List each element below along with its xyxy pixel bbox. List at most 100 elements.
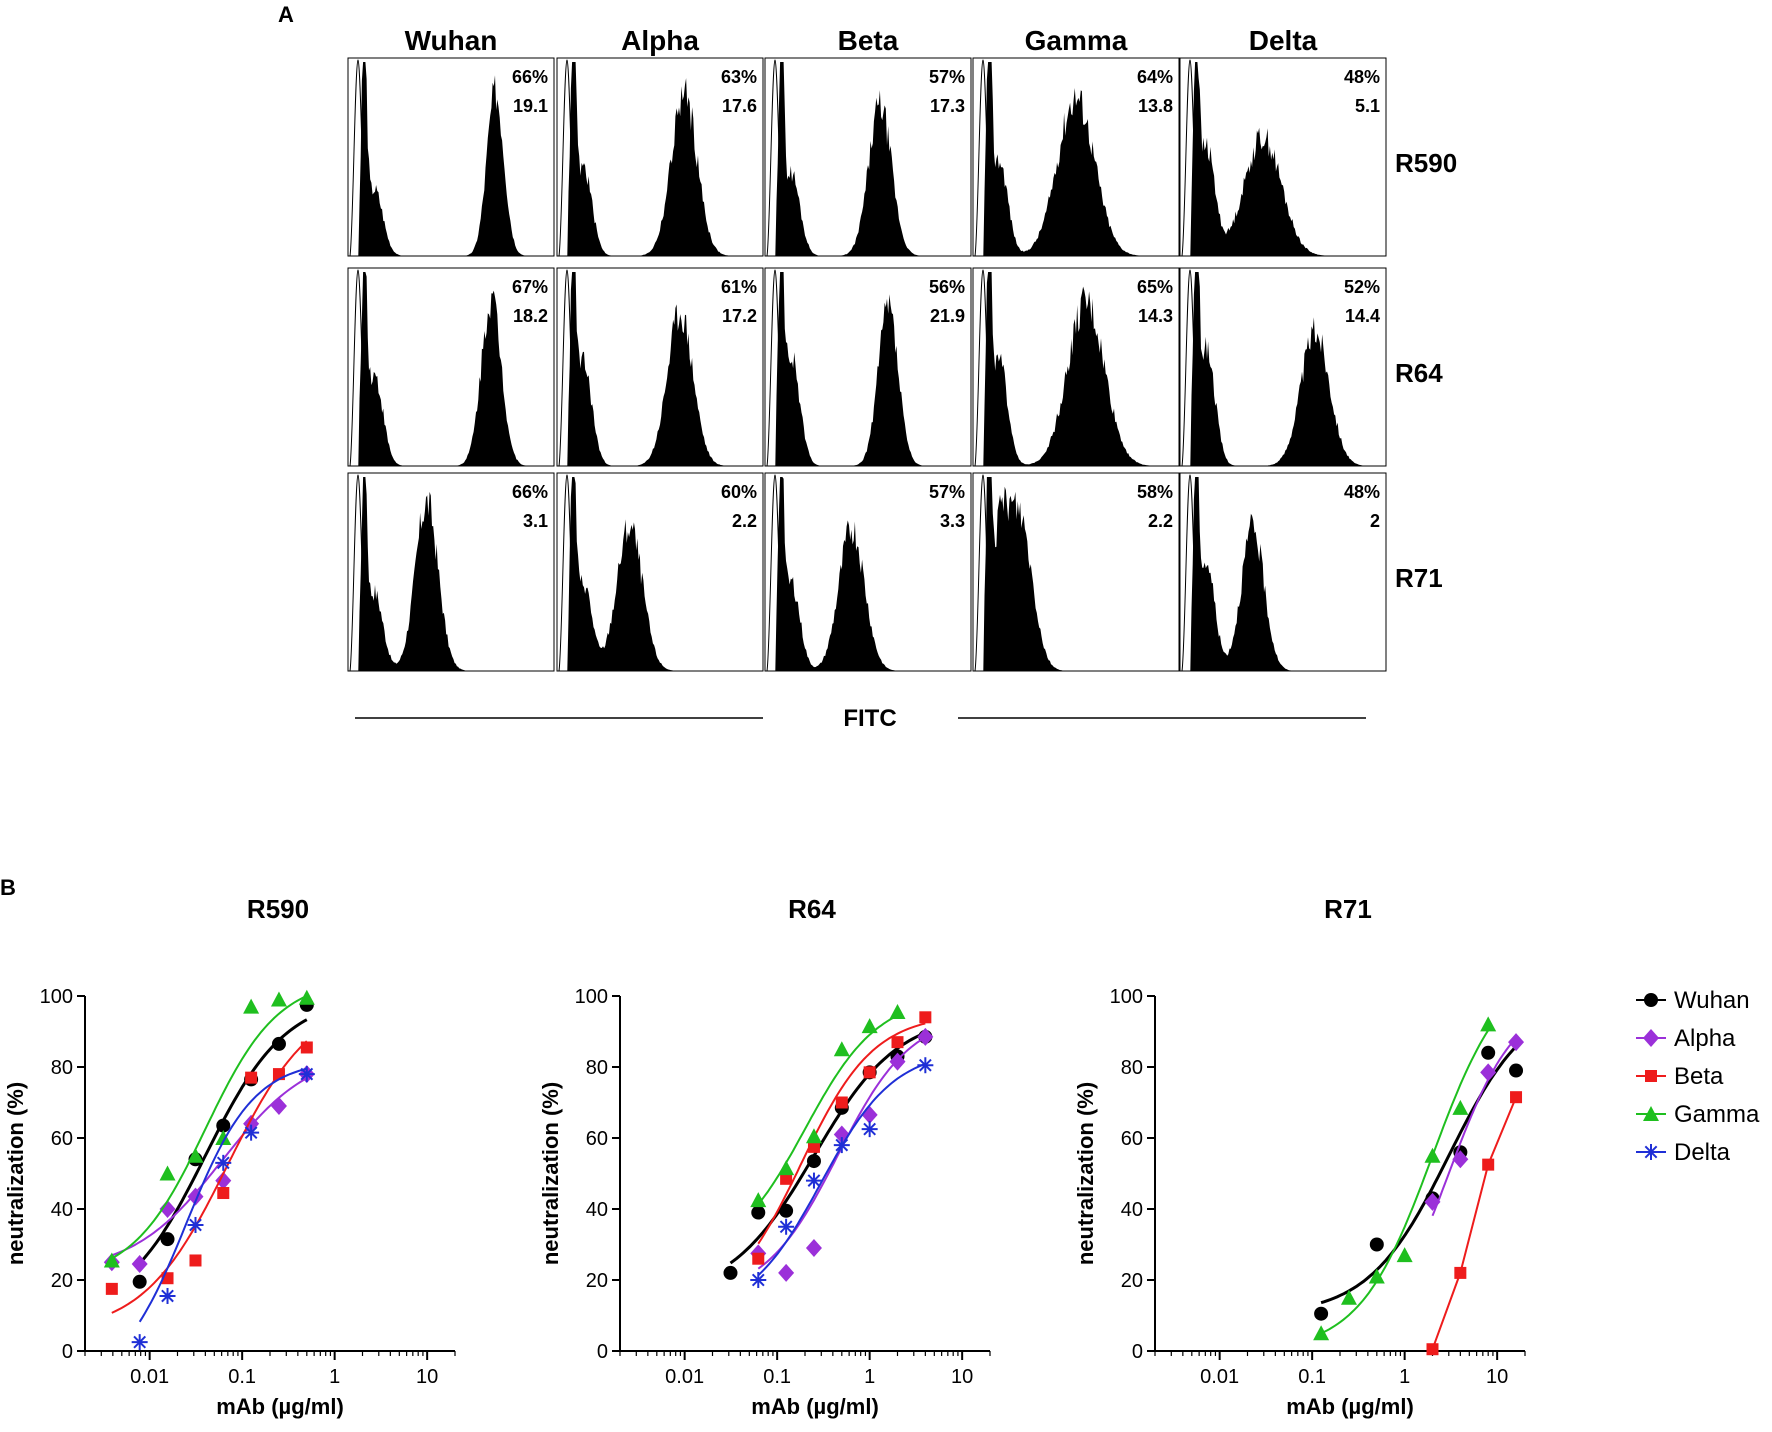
data-point-gamma: [861, 1018, 878, 1034]
histogram-fill: [1182, 272, 1384, 466]
data-point-beta: [1645, 1070, 1657, 1082]
y-tick-label: 60: [1121, 1128, 1143, 1150]
asterisk-stroke: [807, 1174, 821, 1187]
histogram-r71-beta: 57%3.3: [764, 472, 972, 672]
variant-header-delta: Delta: [1249, 25, 1318, 56]
data-point-wuhan: [132, 1274, 147, 1289]
series-beta: [105, 1040, 313, 1314]
series-delta: [750, 1057, 934, 1288]
mfi-value: 17.2: [722, 306, 757, 326]
series-alpha: [1424, 1033, 1525, 1217]
data-point-alpha: [131, 1255, 148, 1274]
positive-percent: 56%: [929, 277, 965, 297]
x-tick-label: 10: [416, 1366, 438, 1388]
asterisk-stroke: [779, 1220, 793, 1234]
histogram-fill: [559, 477, 761, 671]
data-point-alpha: [1424, 1192, 1441, 1211]
positive-percent: 60%: [721, 482, 757, 502]
histogram-fill: [559, 62, 761, 256]
positive-percent: 64%: [1137, 67, 1173, 87]
fit-curve-wuhan: [1320, 1045, 1518, 1305]
chart-r590: R590 0 20 40 60 80 100 0.01 0.1 1 10 mAb (µg/ml) neu…: [3, 894, 456, 1419]
y-tick-label: 60: [51, 1128, 73, 1150]
legend-item-alpha: Alpha: [1636, 1025, 1736, 1052]
data-point-beta: [752, 1252, 765, 1265]
data-point-alpha: [1508, 1033, 1525, 1052]
positive-percent: 48%: [1344, 67, 1380, 87]
histogram-grid: 66%19.163%17.657%17.364%13.848%5.167%18.…: [347, 57, 1387, 672]
data-point-beta: [863, 1066, 876, 1079]
data-point-delta: [861, 1121, 878, 1138]
histogram-fill: [559, 272, 761, 466]
x-tick-label: 10: [951, 1366, 973, 1388]
histogram-fill: [975, 272, 1177, 466]
data-point-beta: [245, 1071, 258, 1084]
histogram-r71-wuhan: 66%3.1: [347, 472, 555, 672]
data-point-gamma: [103, 1252, 120, 1268]
data-point-gamma: [1452, 1099, 1469, 1115]
asterisk-stroke: [918, 1058, 932, 1072]
legend: Wuhan Alpha Beta Gamma Delta: [1636, 987, 1760, 1166]
y-axis-label: neutralization (%): [538, 1082, 563, 1265]
histogram-r590-wuhan: 66% 19.1: [347, 57, 555, 257]
histogram-fill: [350, 272, 552, 466]
asterisk-stroke: [863, 1122, 877, 1136]
data-point-gamma: [778, 1160, 795, 1176]
legend-item-delta: Delta: [1636, 1139, 1731, 1166]
fit-curve-gamma: [111, 995, 308, 1260]
data-point-alpha: [159, 1200, 176, 1218]
data-point-delta: [298, 1066, 315, 1083]
data-point-gamma: [1424, 1147, 1441, 1163]
positive-percent: 63%: [721, 67, 757, 87]
asterisk-stroke: [300, 1067, 314, 1081]
data-point-delta: [131, 1334, 148, 1351]
data-point-wuhan: [1644, 993, 1658, 1007]
series-gamma: [1313, 1016, 1497, 1341]
data-point-beta: [891, 1036, 904, 1049]
data-point-beta: [919, 1011, 932, 1024]
fit-curve-beta: [111, 1040, 308, 1314]
data-point-wuhan: [751, 1205, 766, 1220]
variant-header-gamma: Gamma: [1025, 25, 1128, 56]
histogram-fill: [767, 272, 969, 466]
fit-curve-delta: [138, 1067, 308, 1323]
y-tick-label: 40: [586, 1199, 608, 1221]
positive-percent: 61%: [721, 277, 757, 297]
positive-percent: 65%: [1137, 277, 1173, 297]
data-point-delta: [159, 1287, 176, 1304]
histogram-r71-gamma: 58%2.2: [972, 472, 1180, 672]
histogram-r590-delta: 48%5.1: [1179, 57, 1387, 257]
data-point-gamma: [833, 1041, 850, 1057]
fitc-axis-label: FITC: [843, 705, 896, 732]
legend-label: Delta: [1674, 1139, 1731, 1166]
row-label-r71: R71: [1395, 563, 1443, 593]
mfi-value: 5.1: [1355, 96, 1380, 116]
histogram-r64-delta: 52% 14.4: [1179, 267, 1387, 467]
variant-header-wuhan: Wuhan: [405, 25, 498, 56]
data-point-gamma: [1480, 1016, 1497, 1032]
legend-item-beta: Beta: [1636, 1063, 1724, 1090]
x-axis-label: mAb (µg/ml): [751, 1394, 879, 1419]
histogram-r590-beta: 57% 17.3: [764, 57, 972, 257]
series-wuhan: [1314, 1045, 1524, 1321]
y-tick-label: 0: [62, 1341, 73, 1363]
data-point-gamma: [1643, 1106, 1659, 1121]
series-wuhan: [723, 1029, 933, 1280]
mfi-value: 2: [1370, 511, 1380, 531]
x-tick-label: 10: [1486, 1366, 1508, 1388]
y-tick-label: 80: [586, 1057, 608, 1079]
data-point-delta: [750, 1272, 767, 1288]
row-label-r64: R64: [1395, 358, 1443, 388]
y-tick-label: 80: [51, 1057, 73, 1079]
mfi-value: 14.3: [1138, 306, 1173, 326]
connect-line-beta: [1431, 1096, 1517, 1350]
data-point-alpha: [778, 1263, 795, 1282]
fit-curve-alpha: [1431, 1037, 1517, 1217]
positive-percent: 57%: [929, 67, 965, 87]
x-tick-label: 0.01: [1200, 1366, 1239, 1388]
data-point-wuhan: [216, 1118, 231, 1133]
data-point-wuhan: [723, 1265, 738, 1280]
variant-header-alpha: Alpha: [621, 25, 699, 56]
data-point-gamma: [750, 1192, 767, 1208]
